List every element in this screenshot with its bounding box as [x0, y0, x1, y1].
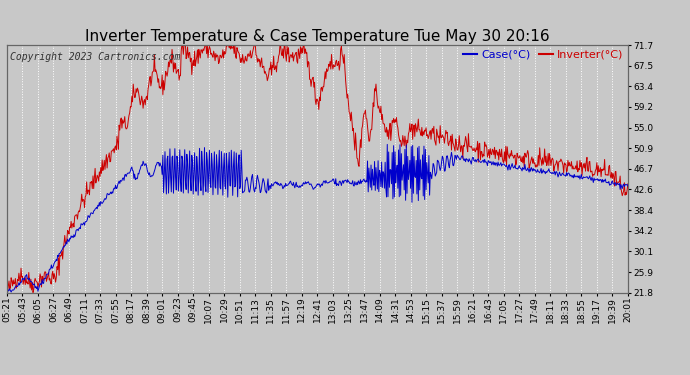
Text: Copyright 2023 Cartronics.com: Copyright 2023 Cartronics.com [10, 53, 180, 62]
Title: Inverter Temperature & Case Temperature Tue May 30 20:16: Inverter Temperature & Case Temperature … [85, 29, 550, 44]
Legend: Case(°C), Inverter(°C): Case(°C), Inverter(°C) [459, 45, 628, 64]
